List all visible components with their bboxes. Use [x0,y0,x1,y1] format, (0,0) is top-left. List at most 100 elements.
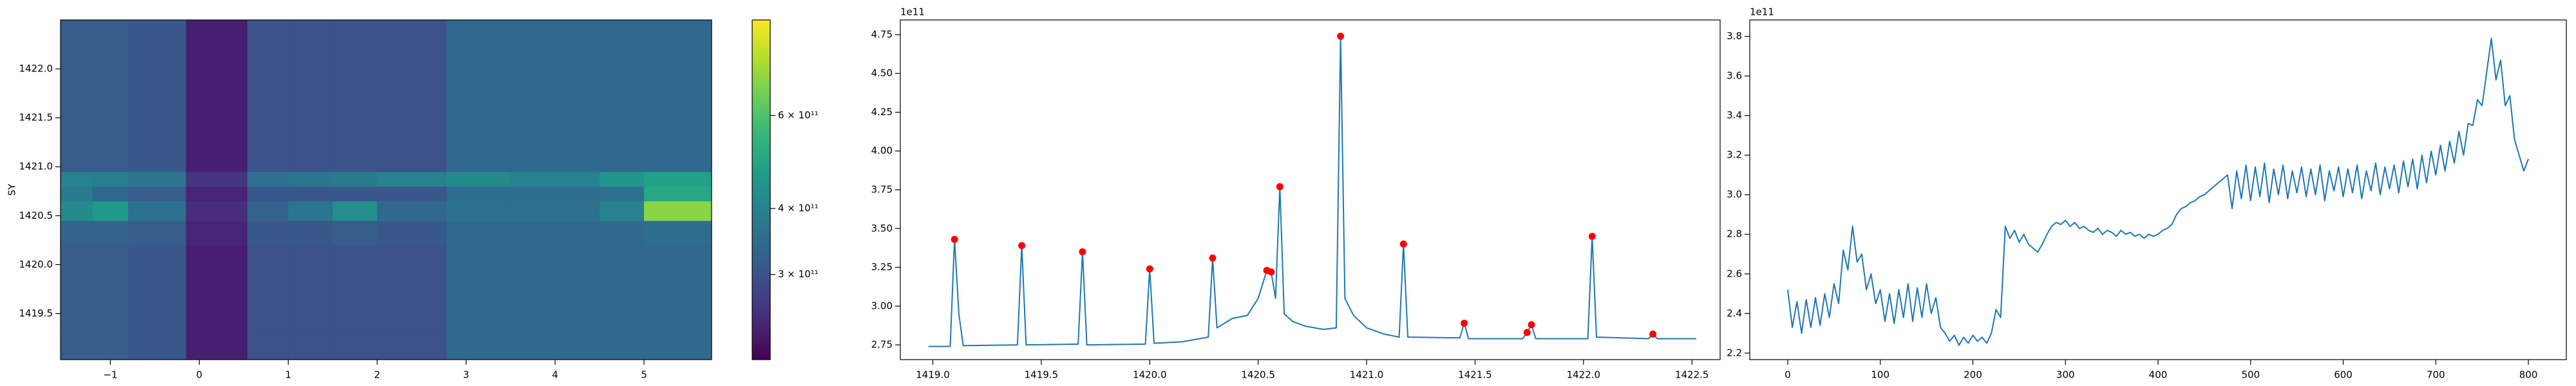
heatmap-cell [332,201,378,221]
heatmap-cell [61,137,93,172]
heatmap-cell [644,333,712,360]
heatmap-cell [185,274,248,304]
heatmap-cell [377,220,447,246]
heatmap-cell [128,304,187,334]
heatmap-cell [288,333,334,360]
heatmap-cell [510,201,600,221]
x-tick-label: 400 [2149,369,2168,381]
y-tick-label: 4.50 [871,68,893,79]
heatmap-cell [247,171,289,187]
y-tick-label: 2.8 [1727,228,1742,240]
heatmap-cell [446,186,511,201]
heatmap-cell [92,186,129,201]
heatmap-cell [247,137,289,172]
heatmap-cell [446,220,511,246]
y-tick-label: 2.2 [1727,347,1742,358]
heatmap-cell [247,186,289,201]
heatmap-cell [446,88,511,138]
peak-marker [1461,319,1468,327]
heatmap-cell [377,171,447,187]
heatmap-cell [61,186,93,201]
x-tick-label: 2 [374,369,381,381]
heatmap-cell [288,220,334,246]
heatmap-cell [446,244,511,275]
x-tick-label: 0 [1785,369,1791,381]
heatmap-cell [128,220,187,246]
heatmap-cell [377,201,447,221]
heatmap-cell [247,88,289,138]
peak-marker [1209,254,1217,262]
heatmap-cell [644,244,712,275]
heatmap-cell [247,201,289,221]
heatmap-cell [510,186,600,201]
heatmap-cell [92,274,129,304]
heatmap-cell [128,333,187,360]
axes-frame [1749,19,2567,360]
peak-marker [951,235,958,243]
heatmap-cell [644,201,712,221]
x-tick-label: 1421.5 [1458,369,1492,381]
heatmap-cell [332,304,378,334]
heatmap-cell [446,20,511,89]
heatmap-cell [185,20,248,89]
y-tick-label: 2.75 [871,339,893,351]
peak-marker [1337,32,1345,40]
axis-offset: 1e11 [900,6,925,18]
y-tick-label: 3.6 [1727,70,1742,82]
data-line [928,35,1696,347]
x-tick-label: 1 [285,369,292,381]
heatmap-cell [61,274,93,304]
heatmap-cell [128,186,187,201]
heatmap-cell [61,20,93,89]
heatmap-cell [288,88,334,138]
x-tick-label: 1420.0 [1133,369,1167,381]
heatmap-cell [332,88,378,138]
y-tick-label: 1420.5 [19,210,53,221]
heatmap-cell [644,88,712,138]
heatmap-cell [446,333,511,360]
heatmap-cell [92,220,129,246]
heatmap-cell [61,171,93,187]
heatmap-cell [599,137,645,172]
peak-marker [1018,242,1026,250]
heatmap-cell [92,88,129,138]
colorbar-tick-label: 6 × 10¹¹ [778,109,819,121]
heatmap-cell [128,88,187,138]
heatmap-cell [446,171,511,187]
y-tick-label: 1421.0 [19,161,53,172]
x-tick-label: 200 [1964,369,1982,381]
colorbar [752,19,771,360]
heatmap-cell [92,244,129,275]
heatmap-cell [446,201,511,221]
heatmap-cell [185,186,248,201]
y-tick-label: 4.00 [871,145,893,156]
heatmap-cell [599,274,645,304]
heatmap-cell [599,304,645,334]
y-tick-label: 3.00 [871,300,893,311]
heatmap-cell [446,137,511,172]
heatmap-cell [288,201,334,221]
peak-marker [1146,265,1153,273]
heatmap-cell [185,333,248,360]
heatmap-cell [332,244,378,275]
x-tick-label: 500 [2241,369,2260,381]
heatmap-cell [599,333,645,360]
heatmap-cell [185,171,248,187]
heatmap-cell [644,171,712,187]
y-tick-label: 1420.0 [19,259,53,270]
y-tick-label: 3.25 [871,261,893,273]
heatmap-cell [377,137,447,172]
heatmap-cell [128,274,187,304]
heatmap-cell [92,20,129,89]
heatmap-cell [92,137,129,172]
heatmap-cell [644,137,712,172]
heatmap-cell [332,137,378,172]
heatmap-cell [510,274,600,304]
heatmap-cell [247,244,289,275]
heatmap-cell [510,20,600,89]
peak-marker [1528,321,1535,329]
x-tick-label: 5 [641,369,647,381]
heatmap-cell [510,333,600,360]
y-tick-label: 3.75 [871,184,893,196]
